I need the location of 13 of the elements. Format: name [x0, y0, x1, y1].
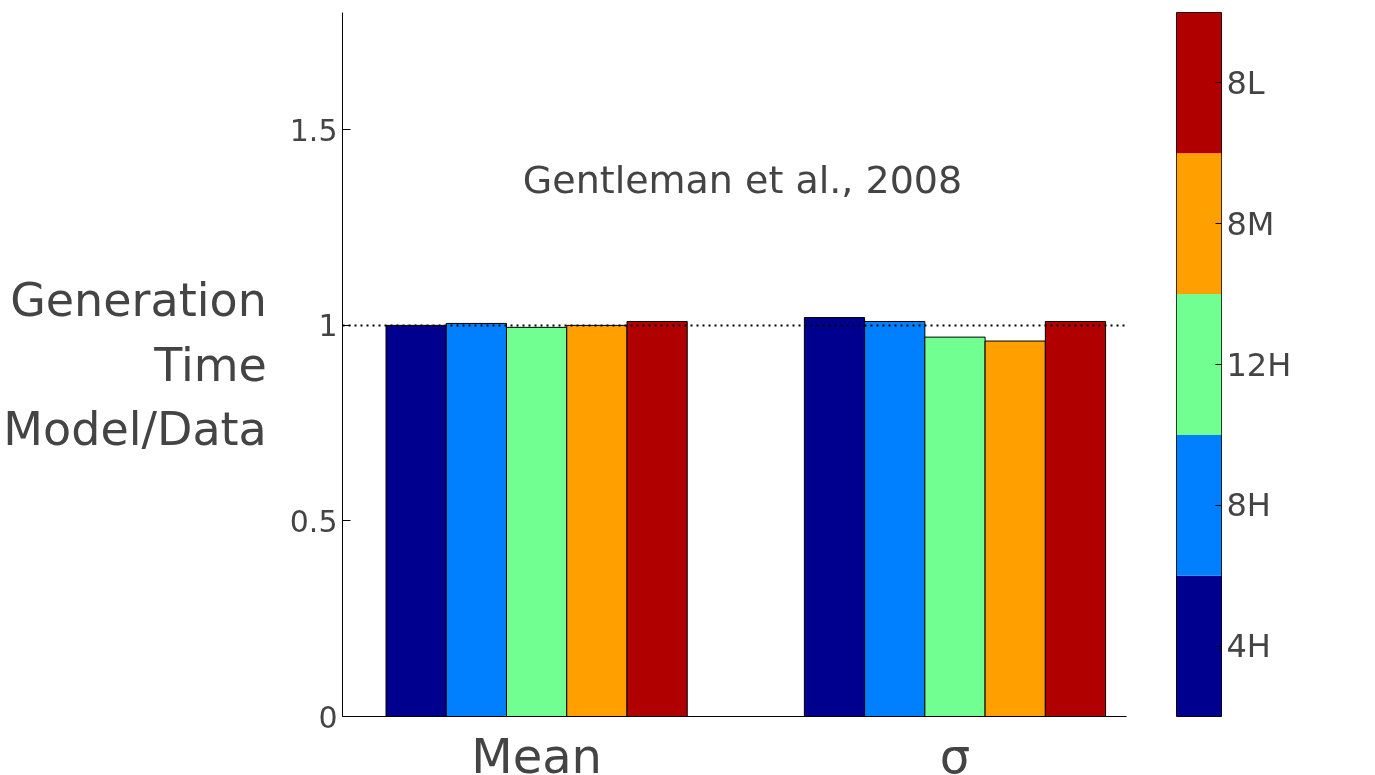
y-tick-label: 1 — [318, 308, 338, 344]
y-tick-label: 0.5 — [289, 503, 338, 539]
y-axis-title: Generation Time Model/Data — [3, 272, 267, 457]
legend-label: 8H — [1226, 486, 1271, 525]
y-tick-label: 0 — [318, 699, 338, 735]
legend-label: 12H — [1226, 345, 1292, 384]
x-tick-label: σ — [939, 727, 971, 775]
legend-label: 8M — [1226, 204, 1275, 243]
annotation: Gentleman et al., 2008 — [522, 157, 963, 202]
y-tick-label: 1.5 — [289, 112, 338, 148]
legend-label: 8L — [1226, 63, 1265, 102]
legend-label: 4H — [1226, 627, 1271, 666]
x-tick-label: Mean — [471, 727, 603, 775]
